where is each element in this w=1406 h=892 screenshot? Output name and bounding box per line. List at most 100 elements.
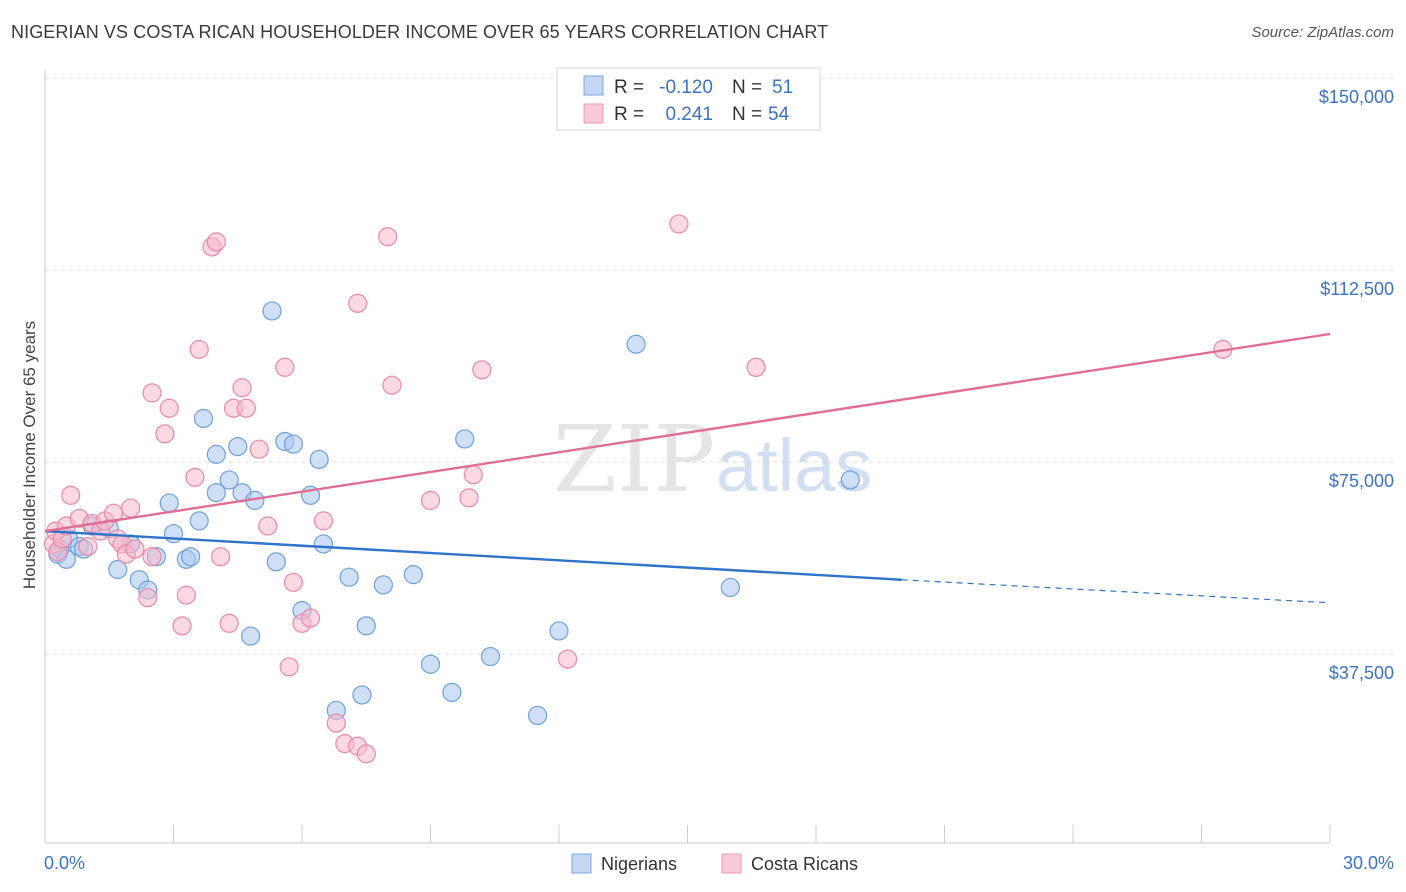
point-nigerians: [527, 705, 548, 726]
point-costa-ricans: [459, 488, 479, 508]
point-nigerians: [228, 437, 248, 457]
point-costa-ricans: [78, 536, 98, 557]
point-costa-ricans: [103, 503, 124, 523]
point-nigerians: [480, 646, 501, 667]
point-nigerians: [219, 470, 239, 490]
y-tick-label: $37,500: [1329, 663, 1394, 683]
point-costa-ricans: [557, 649, 578, 669]
chart-title: NIGERIAN VS COSTA RICAN HOUSEHOLDER INCO…: [11, 22, 829, 42]
point-costa-ricans: [275, 357, 295, 377]
point-nigerians: [206, 444, 226, 464]
point-costa-ricans: [61, 485, 81, 505]
point-costa-ricans: [138, 588, 158, 608]
legend-n-value-2: 54: [768, 104, 790, 125]
legend-n-value-1: 51: [772, 77, 793, 98]
point-costa-ricans: [382, 375, 402, 395]
point-nigerians: [283, 434, 304, 454]
point-costa-ricans: [472, 360, 492, 380]
point-nigerians: [181, 547, 201, 567]
point-nigerians: [193, 408, 214, 429]
legend-r-label-2: R =: [614, 104, 644, 125]
point-costa-ricans: [125, 539, 145, 559]
point-nigerians: [356, 616, 376, 636]
point-costa-ricans: [326, 713, 346, 733]
point-nigerians: [720, 577, 740, 598]
point-costa-ricans: [211, 547, 231, 567]
bottom-legend: Nigerians Costa Ricans: [571, 853, 858, 874]
point-costa-ricans: [313, 511, 334, 531]
legend-swatch-nigerians: [583, 75, 604, 96]
point-nigerians: [403, 565, 423, 585]
x-tick-max: 30.0%: [1343, 853, 1394, 873]
point-costa-ricans: [121, 498, 141, 518]
top-legend: R = -0.120 N = 51 R = 0.241 N = 54: [556, 67, 821, 131]
legend-n-label-2: N =: [732, 104, 762, 125]
point-costa-ricans: [669, 214, 689, 234]
trend-layer: [44, 332, 1331, 604]
point-costa-ricans: [463, 465, 483, 485]
point-nigerians: [108, 559, 128, 580]
point-costa-ricans: [142, 547, 162, 567]
point-costa-ricans: [176, 585, 196, 605]
point-costa-ricans: [219, 613, 239, 633]
trend-line-costa-ricans: [44, 332, 1331, 533]
point-nigerians: [189, 511, 209, 531]
point-costa-ricans: [746, 357, 766, 377]
trend-line-extension-nigerians: [901, 579, 1331, 604]
axes-layer: $37,500 $75,000 $112,500 $150,000: [44, 70, 1394, 844]
point-nigerians: [352, 685, 372, 705]
y-tick-label: $75,000: [1329, 471, 1394, 491]
point-costa-ricans: [420, 490, 441, 510]
point-nigerians: [626, 334, 646, 354]
point-costa-ricans: [172, 616, 192, 636]
legend-r-value-2: 0.241: [665, 104, 713, 125]
point-costa-ricans: [258, 516, 278, 536]
trend-line-nigerians: [44, 529, 902, 581]
point-nigerians: [455, 429, 475, 449]
point-nigerians: [266, 552, 286, 572]
point-costa-ricans: [155, 424, 175, 444]
point-costa-ricans: [356, 744, 376, 764]
point-nigerians: [373, 575, 393, 595]
point-nigerians: [206, 483, 226, 503]
point-nigerians: [163, 524, 184, 544]
y-tick-label: $150,000: [1319, 87, 1394, 107]
legend-swatch-costa-ricans: [583, 103, 604, 124]
point-nigerians: [159, 493, 179, 513]
legend-n-label-1: N =: [732, 77, 762, 98]
y-axis-label: Householder Income Over 65 years: [20, 321, 39, 589]
point-nigerians: [420, 654, 441, 674]
point-costa-ricans: [348, 293, 368, 313]
point-costa-ricans: [232, 378, 252, 398]
bottom-legend-label-costa-ricans: Costa Ricans: [751, 854, 858, 874]
point-costa-ricans: [206, 232, 226, 252]
point-nigerians: [840, 470, 860, 490]
point-nigerians: [241, 626, 261, 646]
grid-layer: [45, 77, 1394, 655]
legend-r-value-1: -0.120: [659, 77, 713, 98]
legend-r-label-1: R =: [614, 77, 644, 98]
point-costa-ricans: [283, 572, 304, 592]
point-nigerians: [442, 682, 462, 703]
point-costa-ricans: [142, 383, 162, 403]
point-nigerians: [309, 449, 329, 470]
point-costa-ricans: [279, 657, 299, 677]
bottom-legend-swatch-costa-ricans: [721, 853, 742, 874]
point-nigerians: [339, 567, 359, 587]
y-tick-label: $112,500: [1320, 279, 1394, 299]
x-tick-min: 0.0%: [44, 853, 85, 873]
point-nigerians: [262, 301, 282, 321]
point-nigerians: [549, 621, 569, 641]
point-costa-ricans: [185, 467, 205, 487]
point-costa-ricans: [236, 398, 256, 418]
point-costa-ricans: [249, 439, 269, 459]
bottom-legend-label-nigerians: Nigerians: [601, 854, 677, 874]
watermark-zip: ZIP: [553, 406, 715, 513]
bottom-legend-swatch-nigerians: [571, 853, 592, 874]
point-costa-ricans: [189, 339, 209, 359]
source-label: Source: ZipAtlas.com: [1251, 24, 1394, 41]
point-costa-ricans: [300, 608, 321, 628]
point-costa-ricans: [159, 398, 179, 418]
point-nigerians: [313, 534, 334, 554]
